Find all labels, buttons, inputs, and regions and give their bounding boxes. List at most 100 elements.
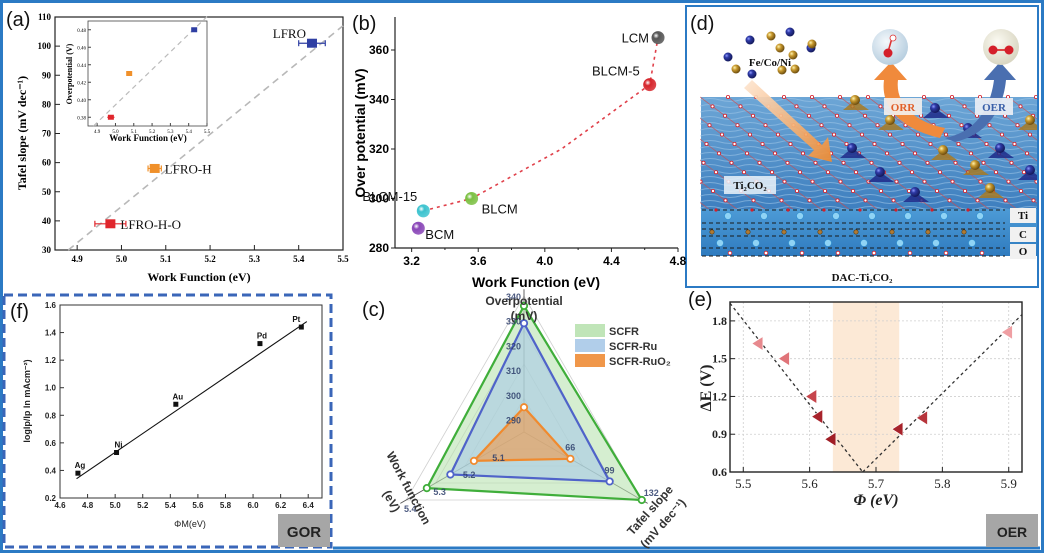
orr-label: ORR <box>891 102 917 114</box>
radar-tick-label: 340 <box>506 292 521 302</box>
radar-tick-label: 300 <box>506 391 521 401</box>
inset-x-tick-label: 5.5 <box>204 130 211 135</box>
oxygen-atom <box>875 123 880 128</box>
oxygen-atom <box>863 113 868 118</box>
x-tick-label-f: 4.6 <box>54 501 66 510</box>
inset-x-tick-label: 5.1 <box>131 130 138 135</box>
y-axis-label-b: Over potential (mV) <box>352 68 368 197</box>
legend-swatch <box>575 339 605 352</box>
oxygen-atom <box>1025 151 1030 156</box>
lattice-wave <box>700 200 1037 204</box>
oer-badge <box>986 514 1038 547</box>
illustration-caption: DAC-Ti₂CO₂ <box>832 272 893 284</box>
x-tick-label-f: 4.8 <box>82 501 94 510</box>
oxygen-atom <box>975 198 980 203</box>
oxygen-atom <box>947 113 952 118</box>
y-tick-label-f: 1.0 <box>45 384 57 393</box>
oxygen-atom <box>863 198 868 203</box>
oxygen-atom <box>872 141 877 146</box>
ti-atom <box>796 212 804 220</box>
panel-c: (c) 290 300 310 320 330 340 66 99 132 5.1 5.2 5.3 5.… <box>362 289 689 551</box>
oxygen-atom <box>858 208 862 212</box>
legend-c: SCFR SCFR-Ru SCFR-RuO₂ <box>575 324 671 368</box>
oxygen-atom <box>897 160 902 165</box>
y-axis-label-a: Tafel slope (mV dec⁻¹) <box>15 76 29 190</box>
oxygen-atom <box>776 132 781 137</box>
panel-b: (b) 3.2 3.6 4.0 4.4 4.8 280 300 320 340 360 LCM BL… <box>352 13 687 290</box>
panel-label-d: (d) <box>690 13 714 35</box>
panel-label-a: (a) <box>6 9 30 31</box>
oxygen-atom <box>701 160 706 165</box>
single-atom-site <box>843 100 869 110</box>
inset-x-label: Work Function (eV) <box>109 133 187 143</box>
oxygen-atom <box>751 198 756 203</box>
x-tick-label-a: 5.2 <box>204 254 216 264</box>
lattice-wave <box>700 206 1037 210</box>
radar-tick-label: 330 <box>506 317 521 327</box>
oxygen-atom <box>894 179 899 184</box>
data-point-f <box>257 341 263 347</box>
oxygen-atom <box>795 188 800 193</box>
y-tick-label-e: 1.2 <box>712 389 727 403</box>
ti-atom <box>860 239 868 247</box>
data-label-f: Au <box>172 392 183 401</box>
y-tick-label-f: 1.2 <box>45 356 57 365</box>
oxygen-atom <box>720 132 725 137</box>
oxygen-atom <box>822 104 827 109</box>
y-tick-label-a: 110 <box>38 12 52 22</box>
radar-tick-label: 310 <box>506 366 521 376</box>
oxygen-atom <box>950 179 955 184</box>
y-tick-label-b: 340 <box>369 93 389 107</box>
x-tick-label-a: 4.9 <box>72 254 84 264</box>
data-label-b: BCM <box>425 227 454 242</box>
oxygen-atom <box>745 151 750 156</box>
data-point-e <box>824 431 837 447</box>
y-tick-label-e: 1.8 <box>712 314 727 328</box>
oxygen-atom <box>869 160 874 165</box>
ti-atom <box>940 212 948 220</box>
oxygen-atom <box>981 160 986 165</box>
radar-tick-label: 5.4 <box>404 504 417 514</box>
oxygen-atom <box>1006 179 1011 184</box>
single-atom-site <box>878 120 904 130</box>
oxygen-atom <box>813 160 818 165</box>
layer-label: Ti <box>1018 210 1028 222</box>
ti-atom <box>724 212 732 220</box>
radar-tick-label: 290 <box>506 416 521 426</box>
data-label-b: BLCM <box>482 202 518 217</box>
data-label-b: BLCM-15 <box>362 189 417 204</box>
oxygen-atom <box>978 179 983 184</box>
inset-data-point <box>107 114 114 120</box>
data-point-f <box>75 470 81 476</box>
data-point-b <box>416 204 430 218</box>
oxygen-atom <box>757 160 762 165</box>
data-point-a <box>306 38 317 48</box>
panel-d-frame <box>685 5 1039 288</box>
inset-y-tick-label: 0.40 <box>77 99 86 104</box>
radar-series-point <box>637 495 646 505</box>
x-tick-label-b: 3.6 <box>470 254 487 268</box>
y-tick-label-e: 0.9 <box>712 427 727 441</box>
data-point-e <box>915 410 928 426</box>
oxygen-atom <box>966 208 970 212</box>
single-atom-site <box>988 148 1014 158</box>
panel-f: (f) 4.6 4.8 5.0 5.2 5.4 5.6 5.8 6.0 6.2 6.4 0.2 0.4… <box>10 301 330 547</box>
oxygen-atom <box>785 160 790 165</box>
oer-arrow <box>945 62 1016 142</box>
oxygen-atom <box>835 198 840 203</box>
oxygen-atom <box>807 113 812 118</box>
single-atom-site <box>840 148 866 158</box>
oxygen-atom <box>1009 160 1014 165</box>
data-label-b: BLCM-5 <box>592 64 640 79</box>
y-axis-label-e: ΔE (V) <box>698 365 715 412</box>
oxygen-atom <box>770 170 775 175</box>
x-tick-label-f: 5.2 <box>137 501 149 510</box>
oxygen-atom <box>798 170 803 175</box>
lattice-wave <box>700 164 1037 168</box>
x-tick-label-a: 5.1 <box>160 254 172 264</box>
oxygen-atom <box>891 198 896 203</box>
ti-atom <box>832 212 840 220</box>
oxygen-atom <box>738 104 743 109</box>
oxygen-atom <box>779 198 784 203</box>
